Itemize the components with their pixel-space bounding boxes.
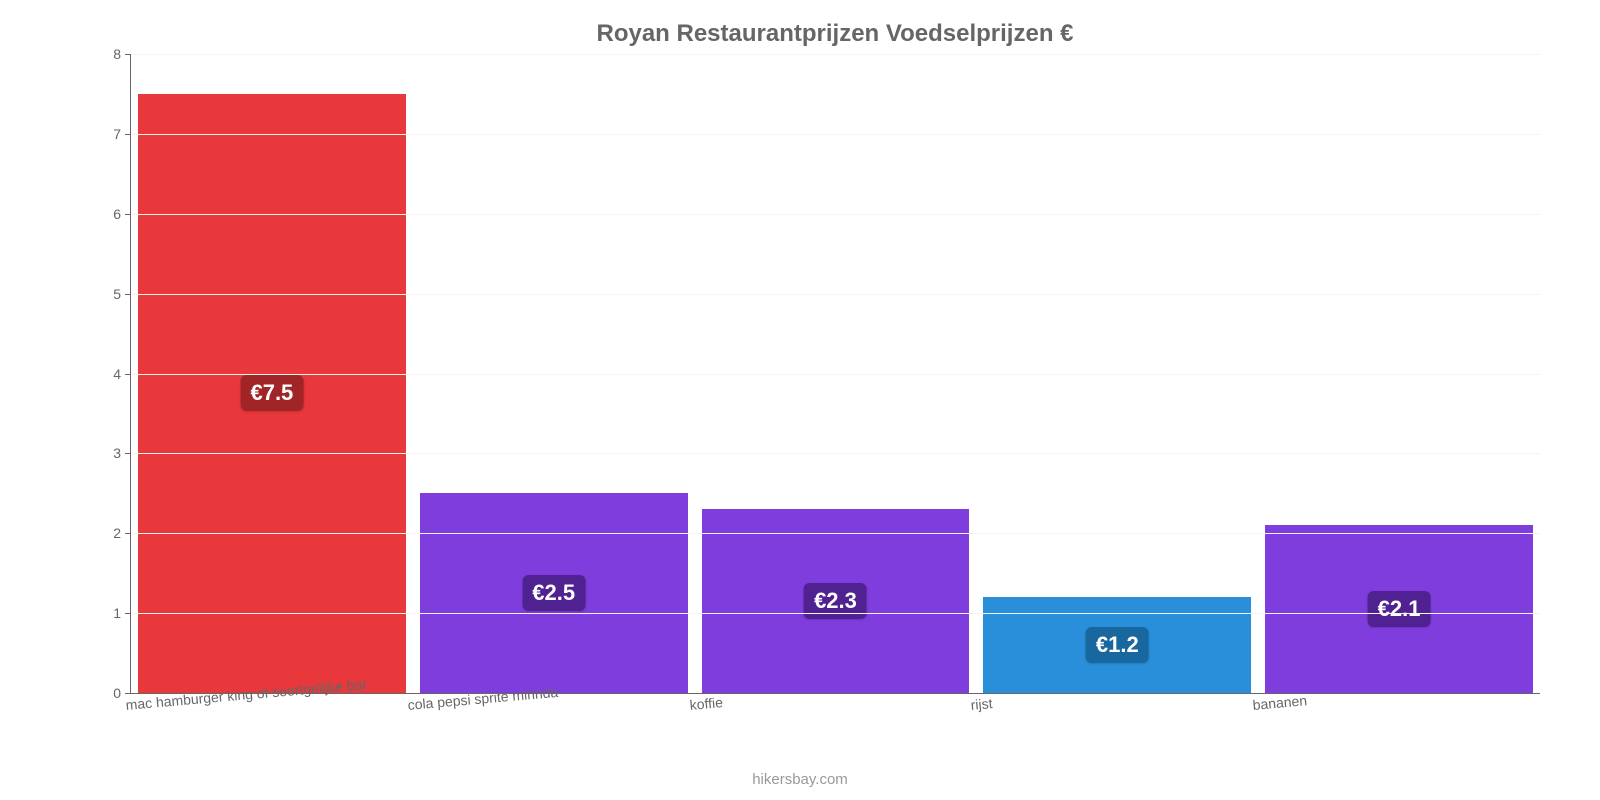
grid-line: [131, 214, 1540, 215]
y-tick-label: 8: [113, 46, 121, 62]
y-tick-label: 6: [113, 206, 121, 222]
x-tick-label: rijst: [970, 695, 993, 713]
bar: €2.3: [702, 509, 970, 693]
x-tick-label: bananen: [1252, 692, 1308, 713]
value-badge: €2.1: [1368, 591, 1431, 627]
y-tick-label: 0: [113, 685, 121, 701]
y-tick-mark: [125, 214, 131, 215]
y-tick-mark: [125, 453, 131, 454]
y-tick-mark: [125, 54, 131, 55]
y-tick-mark: [125, 693, 131, 694]
y-tick-label: 3: [113, 445, 121, 461]
bar: €7.5: [138, 94, 406, 693]
y-tick-mark: [125, 374, 131, 375]
value-badge: €7.5: [240, 375, 303, 411]
bar: €2.5: [420, 493, 688, 693]
y-tick-label: 7: [113, 126, 121, 142]
grid-line: [131, 294, 1540, 295]
bar: €1.2: [983, 597, 1251, 693]
x-tick-label: koffie: [689, 694, 723, 713]
grid-line: [131, 134, 1540, 135]
chart-footer: hikersbay.com: [0, 771, 1600, 788]
y-tick-mark: [125, 533, 131, 534]
value-badge: €1.2: [1086, 627, 1149, 663]
grid-line: [131, 374, 1540, 375]
plot-area: €7.5mac hamburger king of soortgelijke b…: [130, 54, 1540, 694]
grid-line: [131, 613, 1540, 614]
grid-line: [131, 453, 1540, 454]
y-tick-label: 2: [113, 525, 121, 541]
value-badge: €2.5: [522, 575, 585, 611]
chart-title: Royan Restaurantprijzen Voedselprijzen €: [130, 20, 1540, 48]
bar: €2.1: [1265, 525, 1533, 693]
y-tick-label: 5: [113, 286, 121, 302]
chart-container: Royan Restaurantprijzen Voedselprijzen €…: [0, 0, 1600, 800]
y-tick-mark: [125, 294, 131, 295]
grid-line: [131, 54, 1540, 55]
y-tick-label: 4: [113, 366, 121, 382]
y-tick-label: 1: [113, 605, 121, 621]
y-tick-mark: [125, 613, 131, 614]
grid-line: [131, 533, 1540, 534]
y-tick-mark: [125, 134, 131, 135]
